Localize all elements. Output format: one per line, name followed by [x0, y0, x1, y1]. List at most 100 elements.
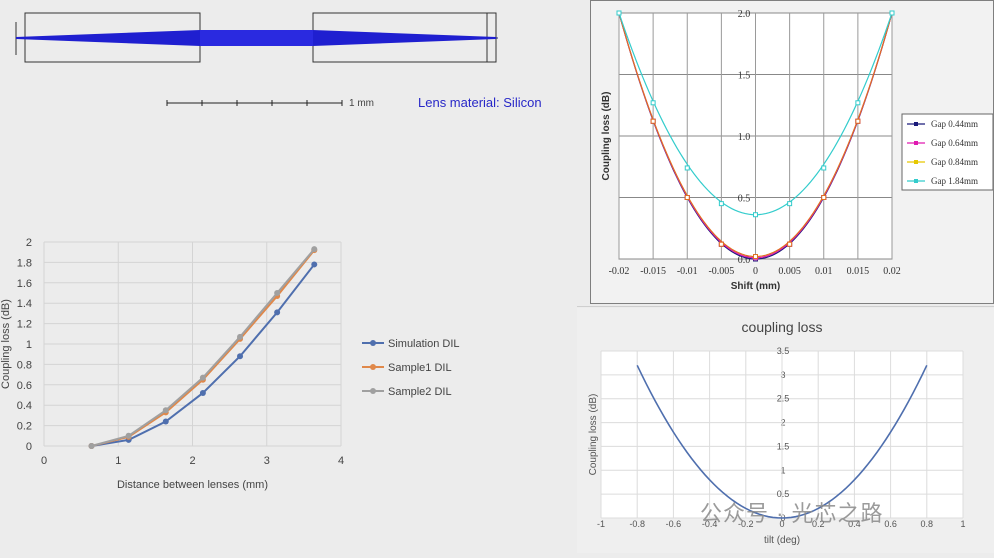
scale-bar-ticks	[166, 100, 343, 106]
legend-swatch-marker	[370, 364, 376, 370]
x-tick-label: 0	[753, 266, 758, 277]
y-tick-label: 2.0	[738, 9, 751, 20]
legend-label: Simulation DIL	[388, 338, 460, 350]
x-tick-label: 0	[779, 519, 784, 529]
y-tick-label: 0.4	[17, 400, 32, 412]
x-tick-label: 0.005	[778, 266, 801, 277]
y-tick-label: 0.2	[17, 421, 32, 433]
y-tick-label: 3.5	[777, 346, 790, 356]
x-tick-label: 1	[115, 455, 121, 467]
x-tick-label: -1	[597, 519, 605, 529]
data-point	[684, 165, 690, 171]
x-tick-label: -0.02	[609, 266, 630, 277]
x-tick-label: 0.8	[921, 519, 934, 529]
legend-swatch-marker	[370, 340, 376, 346]
x-tick-label: -0.8	[629, 519, 645, 529]
y-tick-label: 1	[26, 339, 32, 351]
y-tick-label: 1	[780, 465, 785, 475]
legend-swatch-marker	[914, 122, 918, 126]
data-point	[199, 374, 206, 381]
x-tick-label: 0.02	[883, 266, 901, 277]
lens-material-label: Lens material: Silicon	[418, 95, 542, 110]
x-tick-label: -0.005	[708, 266, 734, 277]
y-tick-label: 1.0	[738, 132, 751, 143]
x-tick-label: 3	[264, 455, 270, 467]
data-point	[88, 443, 95, 449]
data-point	[821, 165, 827, 171]
x-axis-title: tilt (deg)	[764, 535, 800, 546]
data-point	[311, 261, 318, 268]
chart-distance-between-lenses: 0 0.2 0.4 0.6 0.8 1 1.2 1.4 1.6 1.8 2 0 1 2 3 4 Distance…	[0, 225, 575, 553]
x-axis-title: Distance between lenses (mm)	[117, 479, 268, 491]
data-point	[237, 333, 244, 340]
data-point	[787, 201, 793, 207]
x-axis-title: Shift (mm)	[731, 281, 780, 292]
data-point	[855, 100, 861, 106]
chart-dil-svg: 0 0.2 0.4 0.6 0.8 1 1.2 1.4 1.6 1.8 2 0 1 2 3 4 Distance…	[0, 237, 460, 491]
y-axis-title: Coupling loss (dB)	[588, 394, 599, 476]
y-tick-label: 1.6	[17, 278, 32, 290]
x-tick-label: 0.4	[848, 519, 861, 529]
y-tick-label: 1.2	[17, 319, 32, 331]
chart-tilt-svg: coupling loss 0 0.5 1 1.5 2 2.5 3 3.5 -1 -0.8 -0.6 -…	[588, 319, 966, 546]
data-point	[821, 195, 827, 200]
y-tick-label: 1.8	[17, 257, 32, 269]
y-tick-label: 0	[26, 441, 32, 453]
y-tick-label: 2	[780, 418, 785, 428]
x-tick-label: 0.6	[884, 519, 897, 529]
data-point	[162, 418, 169, 425]
y-tick-label: 2	[26, 237, 32, 249]
legend-label: Gap 1.84mm	[931, 176, 978, 186]
y-tick-label: 0.5	[738, 194, 751, 205]
data-point	[650, 100, 656, 106]
separator	[577, 306, 994, 307]
legend-label: Sample1 DIL	[388, 362, 452, 374]
data-point	[162, 407, 169, 414]
chart-shift: 0.0 0.5 1.0 1.5 2.0 -0.02 -0.015 -0.01 -0.005 0 0.…	[590, 0, 994, 304]
beam-collimated	[200, 30, 313, 46]
y-tick-label: 2.5	[777, 394, 790, 404]
series-line	[636, 364, 928, 519]
data-point	[684, 195, 690, 200]
x-tick-label: 1	[960, 519, 965, 529]
data-point	[199, 389, 206, 396]
x-tick-label: 0.01	[815, 266, 833, 277]
x-tick-label: -0.6	[666, 519, 682, 529]
y-tick-label: 1.4	[17, 298, 32, 310]
y-tick-label: 0.0	[738, 255, 751, 266]
x-tick-label: 0.2	[812, 519, 825, 529]
lens-diagram	[0, 0, 560, 120]
y-tick-label: 1.5	[738, 71, 751, 82]
chart-tilt: coupling loss 0 0.5 1 1.5 2 2.5 3 3.5 -1 -0.8 -0.6 -…	[577, 308, 994, 553]
y-axis-title: Coupling loss (dB)	[601, 92, 612, 181]
data-point	[889, 10, 895, 16]
x-tick-label: 2	[189, 455, 195, 467]
y-tick-label: 3	[780, 370, 785, 380]
x-tick-label: -0.015	[640, 266, 666, 277]
scale-label: 1 mm	[349, 98, 374, 109]
series-line	[91, 248, 316, 447]
x-tick-label: 0.015	[847, 266, 870, 277]
legend-label: Gap 0.84mm	[931, 157, 978, 167]
data-point	[650, 118, 656, 124]
data-point	[274, 309, 281, 316]
legend-label: Sample2 DIL	[388, 386, 452, 398]
legend-swatch-marker	[914, 179, 918, 183]
data-point	[616, 10, 622, 16]
data-point	[125, 432, 132, 439]
legend-box	[901, 113, 994, 191]
x-tick-label: -0.2	[738, 519, 754, 529]
legend-swatch-marker	[370, 388, 376, 394]
data-point	[718, 201, 724, 207]
y-tick-label: 0.6	[17, 380, 32, 392]
x-tick-label: -0.4	[702, 519, 718, 529]
series-line	[91, 249, 316, 447]
x-tick-label: -0.01	[677, 266, 698, 277]
y-tick-label: 0.5	[777, 489, 790, 499]
data-point	[311, 246, 318, 253]
y-tick-label: 1.5	[777, 441, 790, 451]
y-axis-title: Coupling loss (dB)	[0, 299, 12, 389]
data-point	[718, 241, 724, 247]
watermark: 公众号 · 光芯之路	[700, 501, 884, 526]
legend-swatch-marker	[914, 141, 918, 145]
